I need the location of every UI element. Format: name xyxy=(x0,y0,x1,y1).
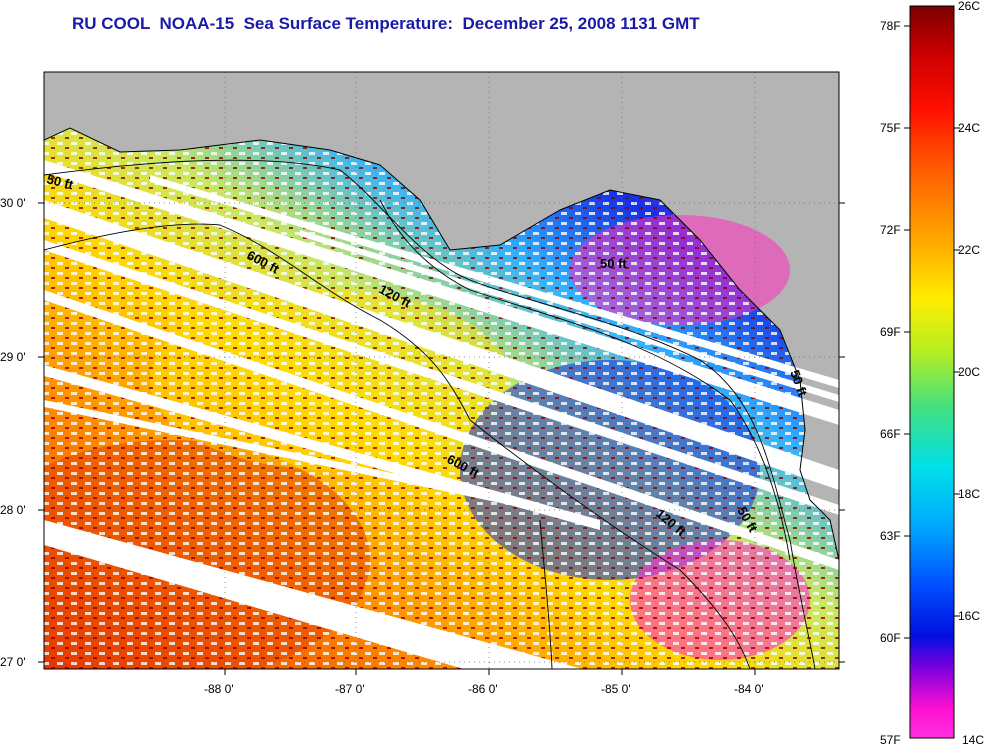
longitude-label: -88 0' xyxy=(204,682,234,696)
longitude-label: -86 0' xyxy=(468,682,498,696)
contour-label: 50 ft xyxy=(600,256,627,271)
colorbar-f-label: 60F xyxy=(880,631,901,645)
colorbar-c-label: 26C xyxy=(958,0,980,13)
colorbar-f-label: 78F xyxy=(880,19,901,33)
colorbar-f-label: 66F xyxy=(880,427,901,441)
cloud-streaks xyxy=(44,160,839,669)
plot-frame xyxy=(43,71,840,670)
colorbar-c-label: 24C xyxy=(958,121,980,135)
contour-label: 50 ft xyxy=(45,171,75,192)
bathymetry-contours xyxy=(44,159,816,669)
colorbar-c-label: 22C xyxy=(958,243,980,257)
tick-marks xyxy=(38,202,845,675)
coastline xyxy=(44,127,839,561)
colorbar-c-label: 16C xyxy=(958,609,980,623)
colorbar-c-label: 14C xyxy=(962,733,984,747)
colorbar-f-label: 72F xyxy=(880,223,901,237)
latitude-label: 30 0' xyxy=(0,196,26,210)
colorbar-c-label: 18C xyxy=(958,487,980,501)
colorbar: 78F 75F 72F 69F 66F 63F 60F 57F 26C 24C … xyxy=(880,0,984,747)
longitude-label: -84 0' xyxy=(734,682,764,696)
map-title: RU COOL NOAA-15 Sea Surface Temperature:… xyxy=(72,14,700,33)
colorbar-f-label: 75F xyxy=(880,121,901,135)
latitude-label: 28 0' xyxy=(0,503,26,517)
longitude-label: -85 0' xyxy=(601,682,631,696)
pixel-noise xyxy=(44,128,839,669)
colorbar-f-label: 57F xyxy=(880,733,901,747)
latitude-label: 27 0' xyxy=(0,655,26,669)
longitude-label: -87 0' xyxy=(335,682,365,696)
colorbar-f-label: 69F xyxy=(880,325,901,339)
colorbar-gradient xyxy=(909,5,955,739)
plot-area: 50 ft 600 ft 120 ft 50 ft 600 ft 120 ft … xyxy=(44,72,839,669)
colorbar-f-label: 63F xyxy=(880,529,901,543)
latitude-label: 29 0' xyxy=(0,350,26,364)
colorbar-c-label: 20C xyxy=(958,365,980,379)
